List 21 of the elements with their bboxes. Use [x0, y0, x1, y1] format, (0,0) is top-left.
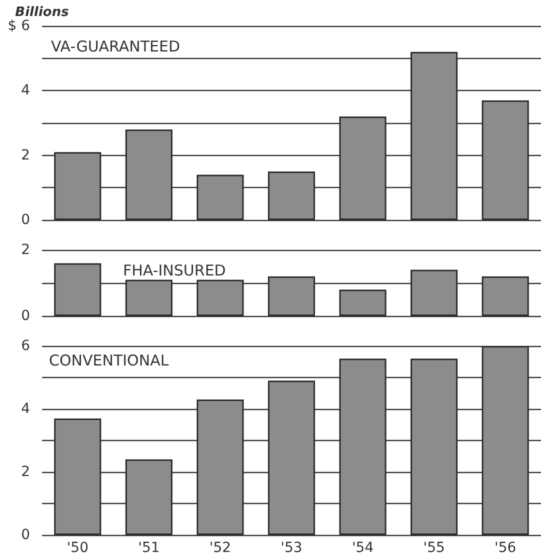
y-tick-label: $ 6 — [8, 18, 30, 34]
y-tick-label: 0 — [21, 308, 30, 324]
y-tick-label: 2 — [21, 242, 30, 258]
text: FHA-INSURED — [123, 262, 226, 280]
x-tick-label: '51 — [138, 540, 160, 556]
chart-title: CONVENTIONAL — [49, 352, 170, 370]
y-axis-title: Billions — [15, 5, 70, 20]
y-tick-label: 0 — [21, 527, 30, 543]
y-tick-label: 2 — [21, 147, 30, 164]
y-tick-label: 4 — [21, 82, 30, 99]
y-tick-label: 4 — [21, 401, 30, 417]
x-tick-label: '50 — [66, 540, 88, 556]
x-tick-label: '52 — [209, 540, 232, 556]
text: VA-GUARANTEED — [51, 38, 180, 56]
y-tick-label: 0 — [21, 212, 30, 228]
y-tick-label: 6 — [21, 338, 30, 354]
x-tick-label: '54 — [352, 540, 374, 556]
y-tick-label: 2 — [21, 464, 30, 480]
x-tick-label: '56 — [494, 540, 516, 556]
x-tick-label: '53 — [280, 540, 302, 556]
x-tick-label: '55 — [423, 540, 445, 556]
